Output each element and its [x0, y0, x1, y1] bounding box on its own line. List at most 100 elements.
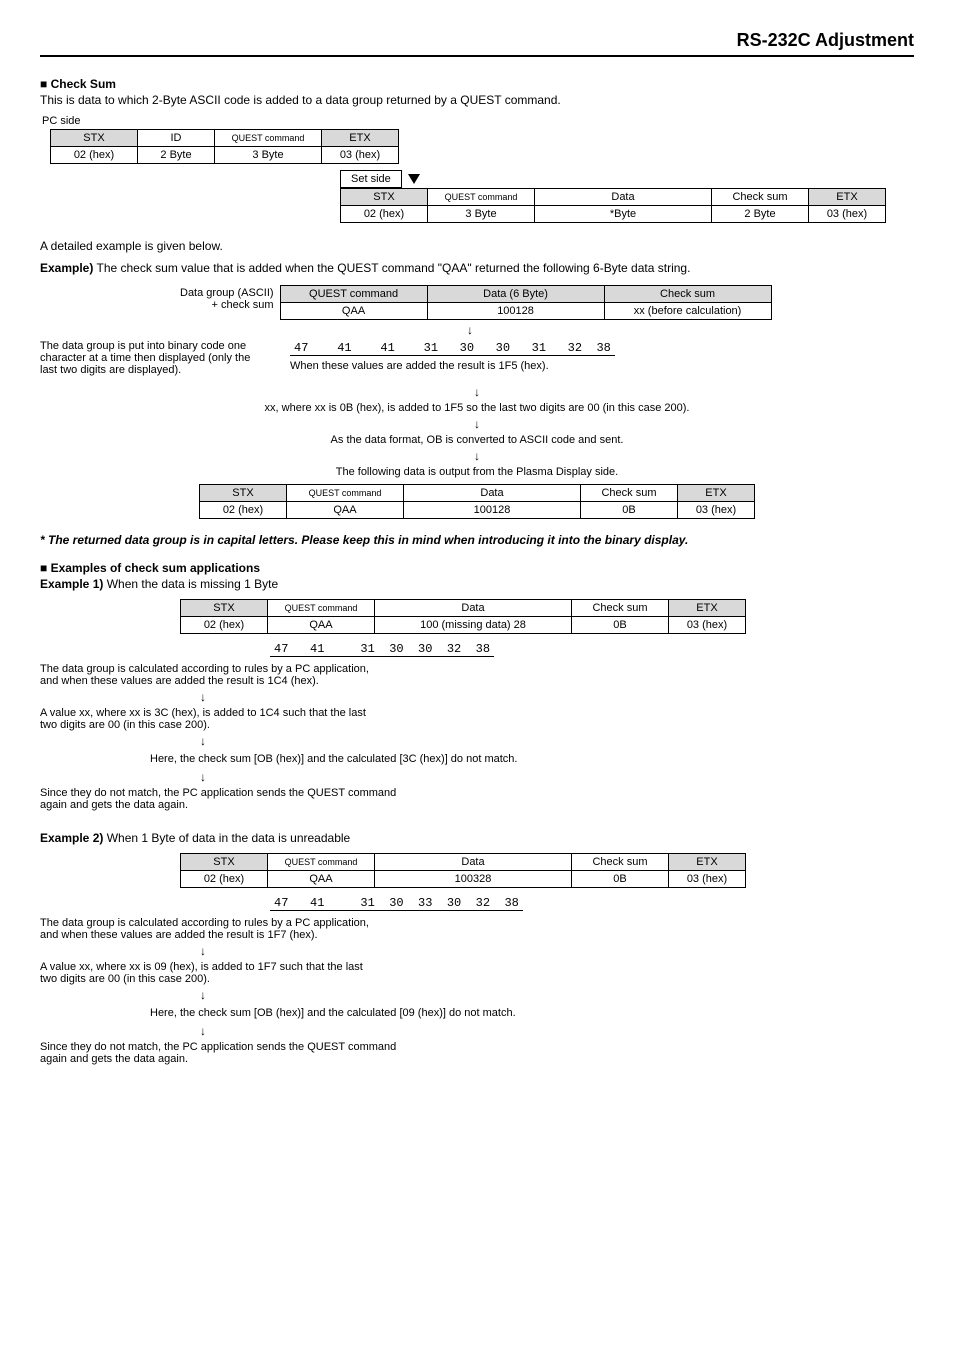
dg-left1: Data group (ASCII)	[180, 287, 274, 299]
res-th-etx: ETX	[678, 485, 755, 502]
set-th-check: Check sum	[712, 189, 809, 206]
ex2-step2b: two digits are 00 (in this case 200).	[40, 973, 914, 985]
pc-th-quest: QUEST command	[215, 130, 322, 147]
example-text: The check sum value that is added when t…	[96, 261, 690, 275]
arrow-down-icon: ↓	[40, 945, 914, 957]
checksum-intro: This is data to which 2-Byte ASCII code …	[40, 93, 914, 107]
ex2-step1a: The data group is calculated according t…	[40, 917, 914, 929]
arrow-down-icon: ↓	[40, 691, 914, 703]
pc-side-label: PC side	[42, 115, 914, 127]
ex2-line: Example 2) When 1 Byte of data in the da…	[40, 831, 914, 845]
pc-td-stx: 02 (hex)	[51, 147, 138, 164]
arrow-down-icon: ↓	[40, 1025, 914, 1037]
set-th-quest: QUEST command	[428, 189, 535, 206]
arrow-down-icon: ↓	[474, 386, 480, 398]
binary-digits: 47 41 41 31 30 30 31 32 38	[290, 341, 615, 356]
ex1-digits: 47 41 31 30 30 32 38	[270, 642, 494, 657]
example-line: Example) The check sum value that is add…	[40, 261, 914, 275]
binary-left1: The data group is put into binary code o…	[40, 340, 246, 352]
set-td-data: *Byte	[535, 206, 712, 223]
pc-td-etx: 03 (hex)	[322, 147, 399, 164]
binary-left2: character at a time then displayed (only…	[40, 352, 250, 364]
pc-side-table: STX ID QUEST command ETX 02 (hex) 2 Byte…	[50, 129, 399, 164]
set-th-etx: ETX	[809, 189, 886, 206]
arrow-down-icon: ↓	[40, 735, 914, 747]
title-rule	[40, 55, 914, 57]
ex1-label: Example 1)	[40, 577, 103, 591]
triangle-icon	[408, 174, 420, 184]
ex2-th-check: Check sum	[572, 854, 669, 871]
set-td-quest: 3 Byte	[428, 206, 535, 223]
pc-th-etx: ETX	[322, 130, 399, 147]
res-td-data: 100128	[404, 502, 581, 519]
step-ascii: As the data format, OB is converted to A…	[331, 434, 624, 446]
dg-td-data: 100128	[427, 303, 604, 320]
ex2-table: STX QUEST command Data Check sum ETX 02 …	[180, 853, 746, 888]
ex2-td-stx: 02 (hex)	[181, 871, 268, 888]
ex1-th-stx: STX	[181, 600, 268, 617]
set-td-stx: 02 (hex)	[341, 206, 428, 223]
note-asterisk: * The returned data group is in capital …	[40, 533, 914, 547]
checksum-heading: ■ Check Sum	[40, 77, 914, 91]
set-th-data: Data	[535, 189, 712, 206]
dg-td-quest: QAA	[280, 303, 427, 320]
ex2-label: Example 2)	[40, 831, 103, 845]
arrow-down-icon: ↓	[40, 989, 914, 1001]
pc-th-stx: STX	[51, 130, 138, 147]
dg-left2: + check sum	[211, 299, 273, 311]
ex2-step4a: Since they do not match, the PC applicat…	[40, 1041, 914, 1053]
step-output: The following data is output from the Pl…	[336, 466, 618, 478]
ex2-th-data: Data	[375, 854, 572, 871]
ex1-th-check: Check sum	[572, 600, 669, 617]
ex1-step3: Here, the check sum [OB (hex)] and the c…	[150, 753, 914, 765]
ex2-th-stx: STX	[181, 854, 268, 871]
res-th-quest: QUEST command	[287, 485, 404, 502]
res-th-data: Data	[404, 485, 581, 502]
ex1-td-stx: 02 (hex)	[181, 617, 268, 634]
example-label: Example)	[40, 261, 93, 275]
data-group-table: QUEST command Data (6 Byte) Check sum QA…	[280, 285, 772, 320]
ex1-th-data: Data	[375, 600, 572, 617]
ex2-step4b: again and gets the data again.	[40, 1053, 914, 1065]
arrow-down-icon: ↓	[40, 771, 914, 783]
ex2-td-data: 100328	[375, 871, 572, 888]
set-td-etx: 03 (hex)	[809, 206, 886, 223]
ex1-td-quest: QAA	[268, 617, 375, 634]
ex2-td-etx: 03 (hex)	[669, 871, 746, 888]
ex2-td-quest: QAA	[268, 871, 375, 888]
dg-th-data: Data (6 Byte)	[427, 286, 604, 303]
ex2-step2a: A value xx, where xx is 09 (hex), is add…	[40, 961, 914, 973]
set-th-stx: STX	[341, 189, 428, 206]
ex2-digits: 47 41 31 30 33 30 32 38	[270, 896, 523, 911]
ex1-td-data: 100 (missing data) 28	[375, 617, 572, 634]
step-xx: xx, where xx is 0B (hex), is added to 1F…	[265, 402, 690, 414]
res-td-quest: QAA	[287, 502, 404, 519]
res-td-check: 0B	[581, 502, 678, 519]
ex1-step1b: and when these values are added the resu…	[40, 675, 914, 687]
pc-th-id: ID	[138, 130, 215, 147]
res-th-check: Check sum	[581, 485, 678, 502]
page-title: RS-232C Adjustment	[40, 30, 914, 51]
res-th-stx: STX	[200, 485, 287, 502]
ex1-table: STX QUEST command Data Check sum ETX 02 …	[180, 599, 746, 634]
ex1-step4b: again and gets the data again.	[40, 799, 914, 811]
detailed-intro: A detailed example is given below.	[40, 239, 914, 253]
ex1-td-etx: 03 (hex)	[669, 617, 746, 634]
arrow-down-icon: ↓	[474, 418, 480, 430]
set-td-check: 2 Byte	[712, 206, 809, 223]
res-td-stx: 02 (hex)	[200, 502, 287, 519]
result-table: STX QUEST command Data Check sum ETX 02 …	[199, 484, 755, 519]
dg-th-quest: QUEST command	[280, 286, 427, 303]
pc-td-id: 2 Byte	[138, 147, 215, 164]
ex1-text: When the data is missing 1 Byte	[107, 577, 278, 591]
set-side-table: STX QUEST command Data Check sum ETX 02 …	[340, 188, 886, 223]
ex1-step2b: two digits are 00 (in this case 200).	[40, 719, 914, 731]
ex1-step1a: The data group is calculated according t…	[40, 663, 914, 675]
ex1-th-quest: QUEST command	[268, 600, 375, 617]
arrow-down-icon: ↓	[460, 324, 480, 336]
ex1-td-check: 0B	[572, 617, 669, 634]
pc-td-quest: 3 Byte	[215, 147, 322, 164]
arrow-down-icon: ↓	[474, 450, 480, 462]
ex1-step4a: Since they do not match, the PC applicat…	[40, 787, 914, 799]
set-side-label: Set side	[340, 170, 402, 188]
